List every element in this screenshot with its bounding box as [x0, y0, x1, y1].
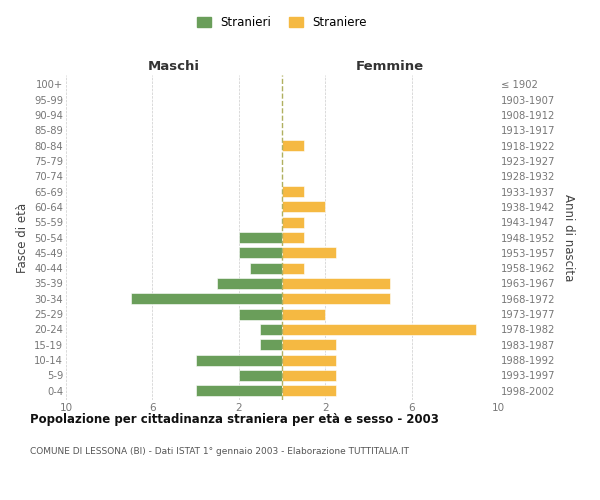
Bar — [239, 232, 282, 243]
Y-axis label: Fasce di età: Fasce di età — [16, 202, 29, 272]
Bar — [282, 248, 336, 258]
Bar — [282, 216, 304, 228]
Bar — [282, 386, 336, 396]
Y-axis label: Anni di nascita: Anni di nascita — [562, 194, 575, 281]
Bar — [282, 202, 325, 212]
Bar — [131, 294, 282, 304]
Bar — [282, 294, 390, 304]
Bar — [282, 232, 304, 243]
Bar — [250, 262, 282, 274]
Bar — [282, 140, 304, 151]
Bar — [282, 308, 325, 320]
Bar — [196, 354, 282, 366]
Bar — [282, 278, 390, 289]
Bar — [260, 340, 282, 350]
Bar — [260, 324, 282, 335]
Bar — [239, 370, 282, 381]
Bar — [282, 340, 336, 350]
Bar — [196, 386, 282, 396]
Legend: Stranieri, Straniere: Stranieri, Straniere — [197, 16, 367, 29]
Text: Maschi: Maschi — [148, 60, 200, 72]
Bar — [282, 186, 304, 197]
Bar — [282, 324, 476, 335]
Bar — [282, 262, 304, 274]
Bar — [282, 354, 336, 366]
Bar — [217, 278, 282, 289]
Bar — [239, 248, 282, 258]
Bar — [282, 370, 336, 381]
Text: Popolazione per cittadinanza straniera per età e sesso - 2003: Popolazione per cittadinanza straniera p… — [30, 412, 439, 426]
Text: Femmine: Femmine — [356, 60, 424, 72]
Bar — [239, 308, 282, 320]
Text: COMUNE DI LESSONA (BI) - Dati ISTAT 1° gennaio 2003 - Elaborazione TUTTITALIA.IT: COMUNE DI LESSONA (BI) - Dati ISTAT 1° g… — [30, 448, 409, 456]
